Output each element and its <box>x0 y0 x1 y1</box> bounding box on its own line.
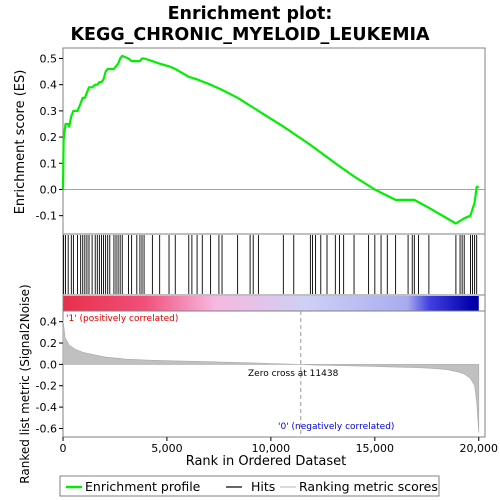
metric-tick-label: -0.2 <box>36 380 57 393</box>
x-tick-label: 5,000 <box>151 442 183 455</box>
legend-metric-label: Ranking metric scores <box>299 479 438 494</box>
x-tick-label: 0 <box>60 442 67 455</box>
x-tick-label: 10,000 <box>252 442 291 455</box>
es-tick-label: 0.0 <box>40 183 58 196</box>
metric-tick-label: 0.2 <box>40 337 58 350</box>
title-line-1: Enrichment plot: <box>168 4 333 24</box>
x-axis: 0 5,000 10,000 15,000 20,000 <box>60 437 499 455</box>
metric-frame <box>62 310 486 438</box>
x-axis-label: Rank in Ordered Dataset <box>186 454 347 469</box>
x-tick-label: 20,000 <box>460 442 499 455</box>
x-tick-label: 15,000 <box>356 442 395 455</box>
metric-panel: -0.6 -0.4 -0.2 0.0 0.2 0.4 <box>36 310 486 438</box>
heatmap-fill <box>63 296 479 311</box>
hits-panel <box>62 233 486 296</box>
metric-tick-label: -0.4 <box>36 401 57 414</box>
legend-frame <box>59 475 440 497</box>
title-line-2: KEGG_CHRONIC_MYELOID_LEUKEMIA <box>70 25 430 45</box>
legend-es-label: Enrichment profile <box>85 479 201 494</box>
metric-tick-label: 0.4 <box>40 316 58 329</box>
metric-tick-label: 0.0 <box>40 358 58 371</box>
zero-cross-label: Zero cross at 11438 <box>248 369 339 379</box>
negative-label: '0' (negatively correlated) <box>278 422 394 432</box>
es-tick-label: 0.5 <box>40 52 58 65</box>
es-axis-label: Enrichment score (ES) <box>13 70 28 215</box>
es-tick-label: 0.1 <box>40 157 58 170</box>
es-tick-label: 0.2 <box>40 131 58 144</box>
heatmap-bar <box>62 294 486 312</box>
metric-tick-label: -0.6 <box>36 422 57 435</box>
es-frame <box>62 47 486 235</box>
legend: Enrichment profile Hits Ranking metric s… <box>59 475 440 497</box>
metric-area <box>62 319 480 433</box>
hits-frame <box>62 233 486 296</box>
metric-axis-label: Ranked list metric (Signal2Noise) <box>18 284 32 483</box>
legend-hits-label: Hits <box>251 479 275 494</box>
es-line <box>61 54 479 225</box>
es-tick-label: 0.3 <box>40 105 58 118</box>
es-panel: -0.1 0.0 0.1 0.2 0.3 0.4 0.5 <box>36 47 486 235</box>
es-tick-label: -0.1 <box>36 210 57 223</box>
es-tick-label: 0.4 <box>40 79 58 92</box>
positive-label: '1' (positively correlated) <box>66 314 178 324</box>
